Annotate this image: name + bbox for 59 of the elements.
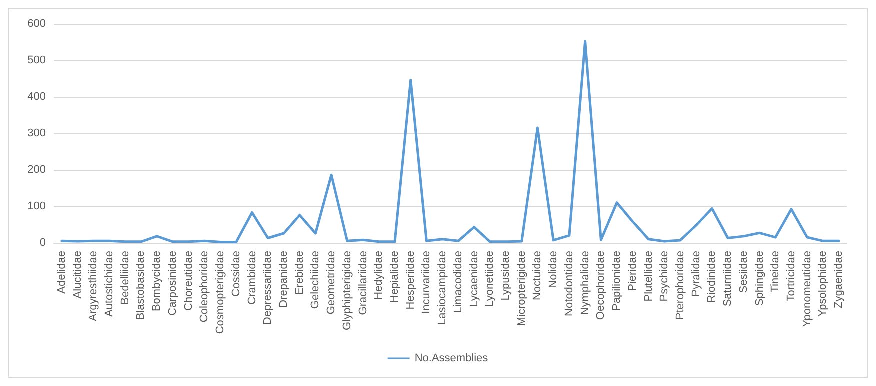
x-tick-label: Lycaenidae <box>468 251 480 307</box>
x-tick-label: Notodontidae <box>563 251 576 316</box>
y-tick-label: 0 <box>40 237 46 249</box>
x-tick-label: Sphingidae <box>754 251 766 306</box>
x-tick-label: Erebidae <box>294 251 306 296</box>
x-tick-label: Cosmopterigidae <box>214 251 227 334</box>
x-tick-label: Plutellidae <box>642 251 655 302</box>
x-tick-label: Incurvariidae <box>420 251 433 314</box>
y-tick-label: 200 <box>28 164 46 176</box>
x-tick-label: Bombycidae <box>151 251 164 312</box>
x-tick-label: Papilionidae <box>611 251 624 311</box>
x-tick-label: Blastobasidae <box>135 251 148 320</box>
x-tick-label: Glyphipterigidae <box>341 251 354 330</box>
x-tick-label: Psychidae <box>658 251 671 302</box>
x-tick-label: Saturniidae <box>722 251 734 307</box>
x-tick-label: Hesperiidae <box>404 251 417 310</box>
x-tick-label: Tineidae <box>770 251 782 293</box>
x-tick-label: Ypsolophidae <box>817 251 830 317</box>
x-tick-label: Limacodidae <box>452 251 464 314</box>
y-tick-label: 500 <box>28 54 46 66</box>
x-tick-label: Oecophoridae <box>595 251 608 320</box>
legend-label: No.Assemblies <box>414 352 489 364</box>
line-series <box>60 40 840 244</box>
x-tick-label: Alucitidae <box>72 251 84 299</box>
x-tick-label: Zygaenidae <box>833 251 846 308</box>
x-tick-label: Pieridae <box>626 251 639 292</box>
x-tick-label: Hedylidae <box>373 251 386 300</box>
x-tick-label: Pyralidae <box>690 251 702 297</box>
x-tick-label: Noctuidae <box>532 251 544 301</box>
x-tick-label: Gelechiidae <box>310 251 322 310</box>
x-tick-label: Nolidae <box>548 251 560 288</box>
x-tick-label: Carposinidae <box>166 251 179 316</box>
x-tick-label: Choreutidae <box>182 251 195 311</box>
x-tick-label: Lasiocampidae <box>436 251 449 325</box>
x-tick-label: Yponomeutidae <box>801 251 814 328</box>
x-tick-label: Tortricidae <box>785 251 798 302</box>
y-tick-label: 400 <box>28 91 46 103</box>
y-tick-label: 600 <box>28 18 46 30</box>
x-tick-label: Lypusidae <box>500 251 512 301</box>
x-tick-label: Nymphalidae <box>579 251 592 316</box>
x-tick-label: Adelidae <box>56 251 68 294</box>
x-tick-label: Depressariidae <box>262 251 274 325</box>
x-tick-label: Micropterigidae <box>516 251 528 326</box>
y-tick-label: 100 <box>28 200 46 212</box>
x-tick-label: Sesiidae <box>738 251 750 294</box>
x-tick-label: Gracillariidae <box>357 251 370 316</box>
x-tick-label: Coleophoridae <box>198 251 211 323</box>
x-tick-label: Geometridae <box>326 251 338 315</box>
x-tick-label: Autostichidae <box>104 251 116 318</box>
x-tick-label: Pterophoridae <box>674 251 686 320</box>
x-tick-label: Crambidae <box>246 251 258 305</box>
x-tick-label: Argyresthiidae <box>88 251 100 322</box>
y-tick-label: 300 <box>28 128 46 140</box>
x-tick-label: Riodinidae <box>706 251 718 303</box>
x-tick-label: Cossidae <box>230 251 242 297</box>
x-tick-label: Bedelliidae <box>119 251 132 305</box>
x-tick-label: Lyonetiidae <box>484 251 496 307</box>
x-tick-label: Hepialidae <box>388 251 401 303</box>
x-tick-label: Drepanidae <box>278 251 290 308</box>
